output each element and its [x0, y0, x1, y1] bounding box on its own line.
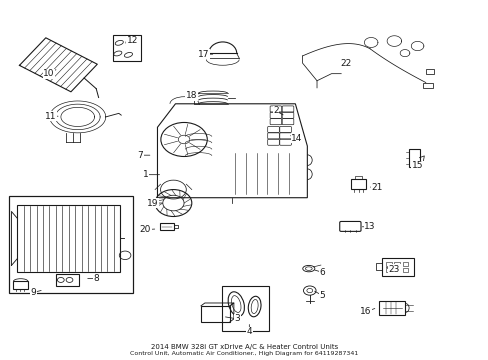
- Bar: [402, 268, 407, 272]
- Text: 19: 19: [146, 198, 158, 207]
- Bar: [113, 35, 141, 61]
- Bar: [378, 301, 405, 315]
- Bar: [393, 268, 399, 272]
- Bar: [423, 82, 432, 88]
- Bar: [402, 261, 407, 266]
- Bar: [222, 286, 268, 330]
- Text: 16: 16: [359, 307, 370, 316]
- Bar: [408, 149, 419, 167]
- Text: 4: 4: [246, 327, 252, 336]
- Bar: [201, 306, 229, 322]
- Text: 18: 18: [185, 91, 197, 100]
- Text: 15: 15: [411, 161, 423, 170]
- Text: 3: 3: [234, 314, 240, 323]
- Bar: [56, 274, 79, 285]
- Text: 12: 12: [126, 36, 138, 45]
- Bar: [160, 223, 174, 230]
- Text: 13: 13: [364, 222, 375, 231]
- Text: 2014 BMW 328i GT xDrive A/C & Heater Control Units: 2014 BMW 328i GT xDrive A/C & Heater Con…: [151, 344, 337, 350]
- Text: 14: 14: [290, 134, 302, 143]
- Text: 6: 6: [318, 267, 324, 276]
- Text: 9: 9: [30, 288, 36, 297]
- Bar: [386, 268, 391, 272]
- Text: 23: 23: [388, 265, 399, 274]
- Text: 17: 17: [197, 50, 209, 59]
- Text: 7: 7: [138, 151, 143, 160]
- Bar: [9, 196, 133, 293]
- Bar: [393, 261, 399, 266]
- Bar: [386, 261, 391, 266]
- Bar: [13, 282, 28, 289]
- Text: 22: 22: [340, 59, 351, 68]
- Text: Control Unit, Automatic Air Conditioner., High Diagram for 64119287341: Control Unit, Automatic Air Conditioner.…: [130, 351, 358, 356]
- Text: 20: 20: [140, 225, 151, 234]
- Text: 11: 11: [45, 112, 57, 121]
- Text: 1: 1: [142, 170, 148, 179]
- Bar: [17, 205, 120, 272]
- Bar: [350, 179, 366, 189]
- Text: 2: 2: [273, 107, 278, 116]
- Bar: [382, 258, 413, 276]
- Text: 5: 5: [318, 291, 324, 300]
- Text: 21: 21: [371, 183, 383, 192]
- Text: 8: 8: [93, 274, 99, 283]
- Text: 10: 10: [43, 69, 54, 78]
- Bar: [425, 69, 434, 75]
